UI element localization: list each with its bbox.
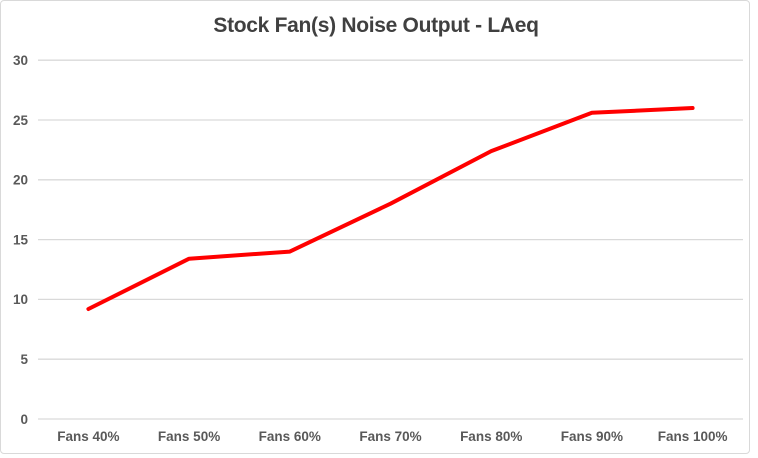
x-axis-tick-label-0: Fans 40% — [57, 429, 119, 444]
y-axis-tick-label-10: 10 — [13, 292, 28, 307]
chart-title: Stock Fan(s) Noise Output - LAeq — [213, 14, 539, 37]
x-axis-tick-label-6: Fans 100% — [658, 429, 728, 444]
y-axis-tick-label-15: 15 — [13, 232, 29, 247]
x-axis-tick-label-3: Fans 70% — [359, 429, 421, 444]
x-axis-tick-label-5: Fans 90% — [561, 429, 623, 444]
y-axis-tick-label-0: 0 — [20, 412, 28, 427]
y-axis-tick-label-30: 30 — [13, 53, 28, 68]
x-axis-tick-label-2: Fans 60% — [259, 429, 321, 444]
y-axis-tick-label-5: 5 — [20, 352, 28, 367]
x-axis-tick-label-1: Fans 50% — [158, 429, 220, 444]
y-axis-tick-label-25: 25 — [13, 113, 29, 128]
x-axis-tick-label-4: Fans 80% — [460, 429, 522, 444]
data-series-line — [86, 106, 695, 311]
y-axis-tick-label-20: 20 — [13, 173, 28, 188]
